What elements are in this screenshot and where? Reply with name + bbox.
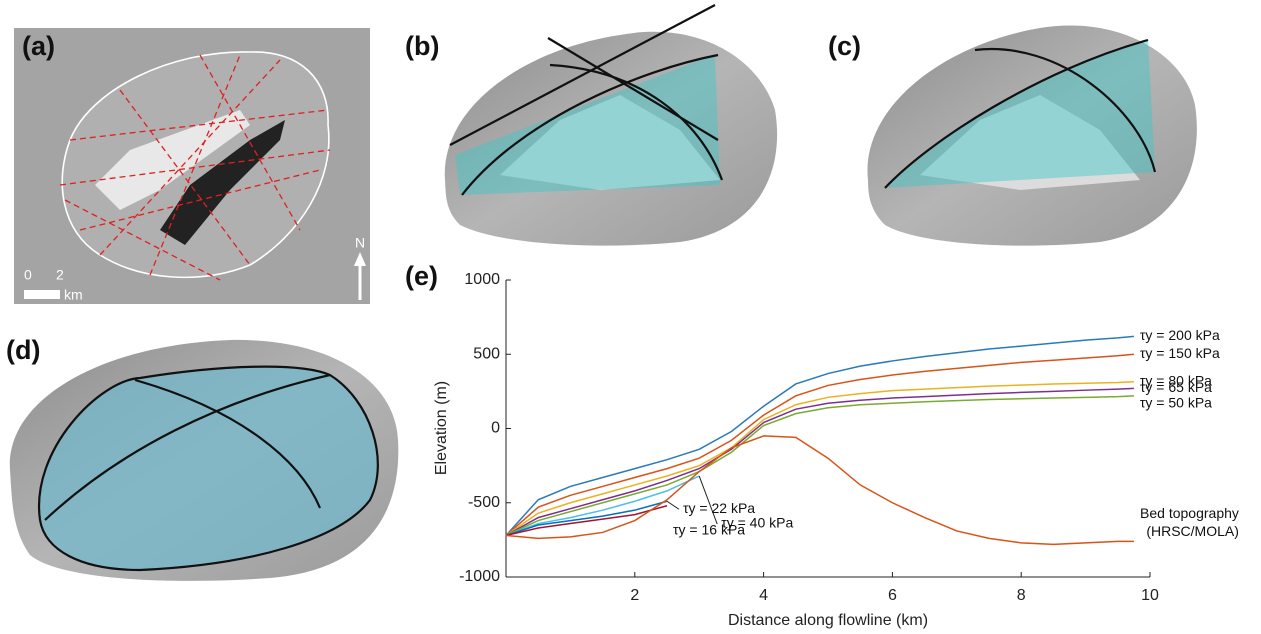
panel-label: (c) xyxy=(828,31,861,61)
x-tick-label: 8 xyxy=(1017,587,1026,604)
scale-label: 0 xyxy=(24,267,32,283)
panel-label: (a) xyxy=(22,31,55,61)
y-tick-label: -1000 xyxy=(459,568,500,585)
panel-a-image xyxy=(14,28,370,304)
y-tick-label: -500 xyxy=(468,494,500,511)
series-label: τy = 150 kPa xyxy=(1140,345,1220,361)
series-line xyxy=(505,387,1134,537)
series-line xyxy=(505,335,1134,536)
y-tick-label: 0 xyxy=(491,420,500,437)
x-tick-label: 10 xyxy=(1141,587,1159,604)
series-line xyxy=(505,353,1134,536)
series-line xyxy=(505,504,668,537)
leader-line xyxy=(666,500,680,510)
panel-label: (d) xyxy=(6,335,40,365)
scale-label: 2 xyxy=(56,267,64,283)
x-tick-label: 6 xyxy=(888,587,897,604)
panel-label: (b) xyxy=(405,31,439,61)
series-label: Bed topography (HRSC/MOLA) xyxy=(1140,505,1239,540)
panel-b-image xyxy=(444,4,778,246)
x-axis-label: Distance along flowline (km) xyxy=(728,612,928,629)
series-label: τy = 22 kPa xyxy=(683,500,755,516)
scale-unit: km xyxy=(64,287,83,303)
series-label: τy = 80 kPa xyxy=(1140,372,1212,388)
series-line xyxy=(505,435,1134,546)
y-tick-label: 500 xyxy=(473,345,500,362)
y-axis-label: Elevation (m) xyxy=(433,381,450,475)
y-tick-label: 1000 xyxy=(464,271,500,288)
series-line xyxy=(505,475,700,537)
series-label: τy = 16 kPa xyxy=(673,521,745,537)
panel-c-image xyxy=(867,25,1197,246)
series-label: τy = 50 kPa xyxy=(1140,395,1212,411)
leader-line xyxy=(698,475,718,525)
series-label: τy = 65 kPa xyxy=(1140,379,1212,395)
panel-d-image xyxy=(9,339,399,581)
panel-label: (e) xyxy=(405,261,438,291)
series-label: τy = 200 kPa xyxy=(1140,327,1220,343)
series-line xyxy=(505,395,1134,537)
series-label: τy = 40 kPa xyxy=(721,515,793,531)
north-label: N xyxy=(355,235,365,251)
series-line xyxy=(505,380,1134,537)
x-tick-label: 4 xyxy=(759,587,768,604)
x-tick-label: 2 xyxy=(630,587,639,604)
series-line xyxy=(505,500,668,537)
